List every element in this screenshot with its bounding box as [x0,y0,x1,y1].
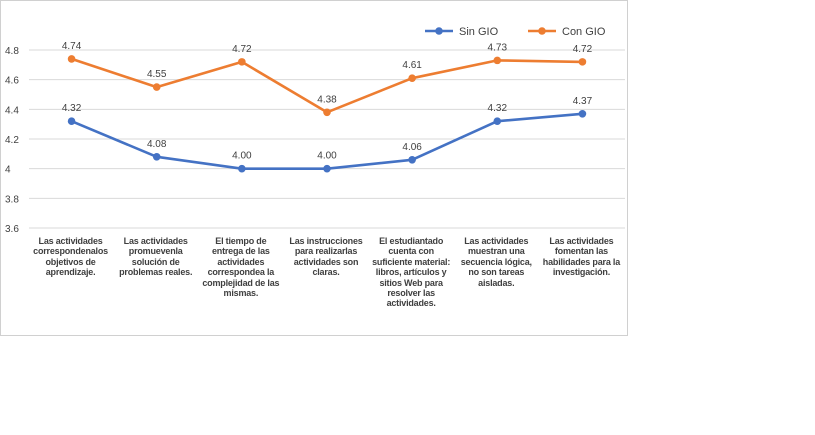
x-tick-label-line: correspondea la [207,267,275,278]
x-tick-label: Las actividades fomentan las habilidades p… [537,236,625,278]
legend-label: Con GIO [562,26,606,38]
legend-label: Sin GIO [459,26,499,38]
x-tick-label: Las actividades correspondenalos objetivos… [27,236,115,278]
data-label: 4.72 [573,44,593,55]
data-label: 4.32 [488,103,508,114]
data-label: 4.74 [62,41,82,52]
x-tick-label: Las actividades muestran una secuencia lóg… [452,236,540,288]
data-label: 4.32 [62,103,82,114]
data-point [67,117,76,125]
data-point [152,83,161,91]
data-label: 4.37 [573,96,593,107]
x-tick-label-line: correspondenalos [33,246,108,257]
x-tick-label-line: solución de [131,256,180,267]
data-label: 4.08 [147,139,167,150]
x-tick-label-line: Las actividades [464,236,529,246]
data-point [323,108,331,117]
x-tick-label-line: suficiente material: [372,256,451,267]
x-tick-label-line: secuencia lógica, [460,256,532,267]
y-tick-label: 4.6 [5,76,19,87]
data-label: 4.00 [232,151,252,162]
data-point [578,109,587,118]
x-tick-label-line: Las actividades [38,236,103,246]
y-tick-label: 4.4 [5,105,19,116]
x-tick-label-line: actividades. [386,298,436,309]
data-point [578,58,587,66]
x-tick-label-line: promuevenla [128,246,183,257]
x-tick-label-line: mismas. [223,288,259,299]
x-tick-label-line: complejidad de las [202,277,280,288]
data-point [152,153,161,161]
x-tick-label-line: Las actividades [123,236,188,246]
chart-frame: 3.6 3.8 4 4.2 4.4 4.6 4.8 4.32 4.08 4.00 4.00 4.06 4… [0,0,628,336]
x-tick-label-line: investigación. [552,267,611,278]
data-point [238,164,246,173]
x-tick-label-line: no son tareas [468,267,525,278]
data-point [323,164,331,173]
x-tick-label-line: El estudiantado [379,236,444,246]
x-tick-label-line: entrega de las [211,246,270,257]
x-tick-label-line: problemas reales. [119,267,193,278]
x-tick-label-line: objetivos de [45,256,96,267]
x-tick-label-line: muestran una [467,246,525,257]
x-tick-label-line: resolver las [387,288,435,299]
x-tick-label-line: Las instrucciones [289,236,363,246]
x-tick-label-line: Las actividades [549,236,614,246]
x-tick-label-line: fomentan las [554,246,608,257]
data-label: 4.73 [488,42,508,53]
legend-marker [538,27,546,35]
data-label: 4.61 [402,60,422,71]
data-point [493,56,502,65]
x-tick-label-line: actividades [217,256,265,267]
data-point [408,74,416,82]
line-chart: 3.6 3.8 4 4.2 4.4 4.6 4.8 4.32 4.08 4.00 4.00 4.06 4… [5,26,625,235]
y-tick-label: 4.2 [5,135,19,146]
data-label: 4.72 [232,44,252,55]
x-tick-label-line: para realizarlas [294,246,358,257]
data-label: 4.06 [402,142,422,153]
x-tick-label-line: actividades son [293,256,359,267]
x-tick-label-line: habilidades para la [542,256,621,267]
x-tick-label-line: sitios Web para [379,277,443,288]
y-tick-label: 3.6 [5,224,19,235]
legend-marker [435,27,443,35]
x-tick-label-line: claras. [312,267,340,278]
x-tick-label: El tiempo de entrega de las actividades cor… [197,236,285,298]
data-point [67,55,76,63]
x-tick-label-line: El tiempo de [215,236,267,246]
y-tick-label: 3.8 [5,194,19,205]
x-tick-label: Las actividades promuevenla solución de pro… [112,236,200,278]
x-tick-label: El estudiantado cuenta con suficiente mate… [367,236,455,309]
x-tick-label: Las instrucciones para realizarlas activid… [282,236,370,278]
y-tick-label: 4 [5,165,11,176]
data-label: 4.00 [317,151,337,162]
data-point [493,117,502,125]
data-label: 4.38 [317,94,337,105]
x-tick-label-line: cuenta con [388,246,434,257]
x-tick-label-line: aisladas. [478,277,515,288]
data-label: 4.55 [147,69,167,80]
y-tick-label: 4.8 [5,46,19,57]
x-tick-label-line: libros, artículos y [375,267,447,278]
data-point [408,155,416,164]
data-point [238,58,246,66]
x-tick-label-line: aprendizaje. [45,267,96,278]
